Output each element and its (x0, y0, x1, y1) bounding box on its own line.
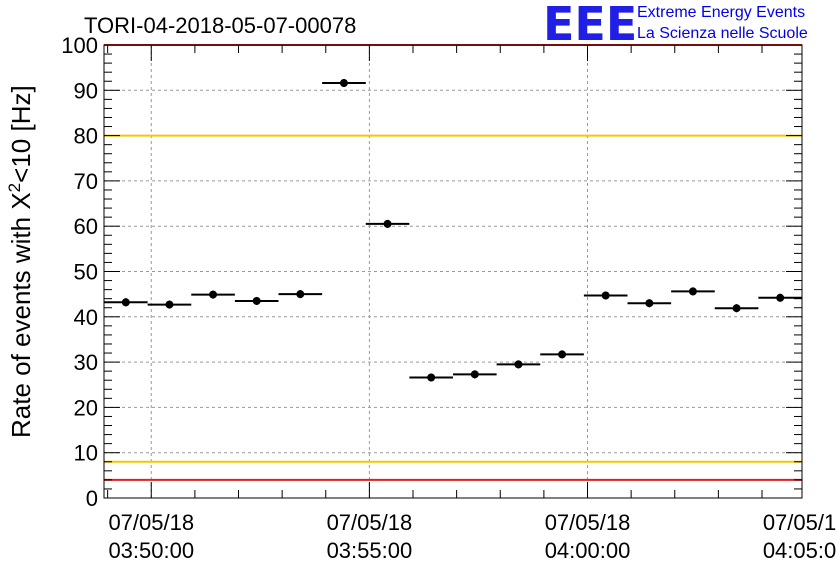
y-axis-title: Rate of events with X2<10 [Hz] (5, 85, 36, 438)
y-tick-label: 80 (74, 124, 98, 149)
point-marker (514, 360, 523, 369)
y-tick-label: 30 (74, 350, 98, 375)
point-marker (601, 291, 610, 300)
point-marker (558, 350, 567, 359)
point-marker (296, 290, 305, 299)
x-tick-date: 07/05/18 (327, 510, 413, 535)
point-marker (470, 370, 479, 379)
y-tick-label: 50 (74, 260, 98, 285)
point-marker (645, 299, 654, 308)
point-marker (209, 290, 218, 299)
data-point (365, 219, 410, 228)
logo-mark: EEE (543, 0, 637, 51)
point-marker (252, 296, 261, 305)
y-tick-label: 90 (74, 78, 98, 103)
point-marker (427, 373, 436, 382)
data-point (758, 293, 802, 302)
data-point (496, 360, 541, 369)
data-point (278, 290, 323, 299)
logo-line-1: Extreme Energy Events (637, 4, 805, 21)
axes (103, 44, 803, 499)
reference-lines (104, 44, 802, 481)
x-tick-date: 07/05/18 (545, 510, 631, 535)
data-point (627, 299, 672, 308)
data-point (104, 298, 148, 307)
data-point (147, 300, 192, 309)
data-point (191, 290, 235, 299)
plot-frame (103, 44, 803, 499)
x-tick-time: 03:55:00 (327, 538, 413, 563)
eee-logo: EEE Extreme Energy Events La Scienza nel… (543, 0, 808, 51)
point-marker (165, 300, 174, 309)
point-marker (339, 79, 348, 88)
point-marker (688, 287, 697, 296)
y-tick-label: 40 (74, 305, 98, 330)
y-tick-label: 100 (61, 33, 98, 58)
y-tick-label: 20 (74, 395, 98, 420)
data-point (671, 287, 715, 296)
data-point (322, 79, 366, 88)
data-point (583, 291, 628, 300)
data-points (104, 79, 802, 382)
y-tick-label: 0 (86, 486, 98, 511)
data-point (409, 373, 453, 382)
point-marker (121, 298, 130, 307)
x-tick-date: 07/05/18 (763, 510, 836, 535)
x-tick-date: 07/05/18 (108, 510, 194, 535)
y-tick-label: 60 (74, 214, 98, 239)
y-tick-label: 70 (74, 169, 98, 194)
x-tick-time: 04:00:00 (545, 538, 631, 563)
grid (104, 44, 802, 499)
y-tick-labels: 0 10 20 30 40 50 60 70 80 90 100 (61, 33, 98, 511)
data-point (453, 370, 497, 379)
x-tick-time: 04:05:00 (763, 538, 836, 563)
data-point (234, 296, 279, 305)
point-marker (776, 293, 785, 302)
logo-line-2: La Scienza nelle Scuole (637, 25, 808, 42)
data-point (540, 350, 584, 359)
point-marker (383, 219, 392, 228)
data-point (714, 304, 759, 313)
chart-title: TORI-04-2018-05-07-00078 (84, 13, 356, 38)
point-marker (732, 304, 741, 313)
y-tick-label: 10 (74, 441, 98, 466)
x-tick-time: 03:50:00 (108, 538, 194, 563)
x-tick-labels: 07/05/18 03:50:00 07/05/18 03:55:00 07/05/18… (108, 510, 836, 563)
